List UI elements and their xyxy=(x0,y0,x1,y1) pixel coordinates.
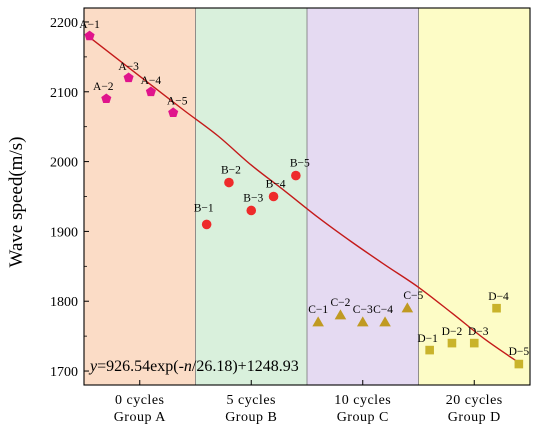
point-label: B−5 xyxy=(290,158,310,170)
data-point-a4 xyxy=(145,86,156,97)
point-label: A−3 xyxy=(118,61,139,73)
point-label: B−4 xyxy=(266,179,286,191)
data-point-a3 xyxy=(123,72,134,83)
point-label: C−4 xyxy=(373,304,393,316)
data-point-b3 xyxy=(246,205,257,216)
group-band-4 xyxy=(418,8,530,385)
fit-equation: y=926.54exp(-n/26.18)+1248.93 xyxy=(88,358,299,375)
x-category-group: Group A xyxy=(114,410,167,425)
group-band-3 xyxy=(307,8,419,385)
point-label: B−2 xyxy=(221,165,241,177)
x-category-cycles: 5 cycles xyxy=(227,393,276,408)
point-label: C−1 xyxy=(308,304,328,316)
data-point-b1 xyxy=(201,219,212,230)
x-category-cycles: 10 cycles xyxy=(334,393,391,408)
y-tick-label: 2000 xyxy=(50,156,78,171)
data-point-a1 xyxy=(84,30,95,41)
data-point-d4 xyxy=(492,303,501,313)
fit-curve xyxy=(89,36,520,364)
point-label: C−5 xyxy=(403,290,423,302)
y-tick-label: 1700 xyxy=(50,365,78,380)
group-bands xyxy=(84,8,530,385)
point-label: D−4 xyxy=(488,291,509,303)
point-label: A−1 xyxy=(79,19,100,31)
x-category-group: Group D xyxy=(448,410,501,425)
y-axis-title: Wave speed(m/s) xyxy=(6,137,27,268)
group-band-1 xyxy=(84,8,196,385)
point-label: B−1 xyxy=(194,202,214,214)
y-tick-label: 2100 xyxy=(50,86,78,101)
group-band-2 xyxy=(195,8,307,385)
data-point-c4 xyxy=(379,316,391,327)
data-point-c5 xyxy=(401,302,414,313)
x-category-group: Group C xyxy=(337,410,389,425)
point-label: B−3 xyxy=(243,192,263,204)
point-label: A−5 xyxy=(167,96,188,108)
point-label: C−3 xyxy=(353,304,373,316)
data-point-a2 xyxy=(101,93,112,104)
point-label: A−4 xyxy=(141,75,162,87)
data-point-c3 xyxy=(356,316,369,327)
point-label: D−2 xyxy=(442,326,463,338)
data-point-d3 xyxy=(469,338,479,348)
data-point-b2 xyxy=(224,177,234,188)
point-label: D−3 xyxy=(468,326,489,338)
y-tick-label: 2200 xyxy=(50,16,78,31)
fit-equation-part: /26.18)+1248.93 xyxy=(192,358,299,375)
fit-equation-part: y xyxy=(88,358,98,375)
point-label: A−2 xyxy=(93,81,114,93)
axes: 1700 1800 1900 2000 2100 2200 0 cycles Group A 5… xyxy=(50,7,531,425)
data-point-d5 xyxy=(514,359,524,369)
x-category-cycles: 20 cycles xyxy=(446,393,503,408)
data-point-c2 xyxy=(334,309,347,320)
data-point-c1 xyxy=(312,316,324,327)
data-point-b5 xyxy=(291,170,301,181)
fit-curve-layer xyxy=(89,36,520,364)
point-label: D−1 xyxy=(417,333,438,345)
point-label: D−5 xyxy=(509,346,530,358)
point-label: C−2 xyxy=(330,297,350,309)
data-point-d1 xyxy=(425,345,434,355)
x-category-group: Group B xyxy=(225,410,277,425)
x-category-cycles: 0 cycles xyxy=(115,393,164,408)
y-tick-label: 1800 xyxy=(50,295,78,310)
fit-equation-part: n xyxy=(184,358,192,375)
data-point-a5 xyxy=(168,107,179,118)
data-points: A−1A−2A−3A−4A−5B−1B−2B−3B−4B−5C−1C−2C−3 C… xyxy=(79,19,530,369)
y-tick-label: 1900 xyxy=(50,225,78,240)
fit-equation-part: =926.54exp(- xyxy=(97,358,184,375)
data-point-d2 xyxy=(447,338,457,348)
data-point-b4 xyxy=(268,191,279,202)
